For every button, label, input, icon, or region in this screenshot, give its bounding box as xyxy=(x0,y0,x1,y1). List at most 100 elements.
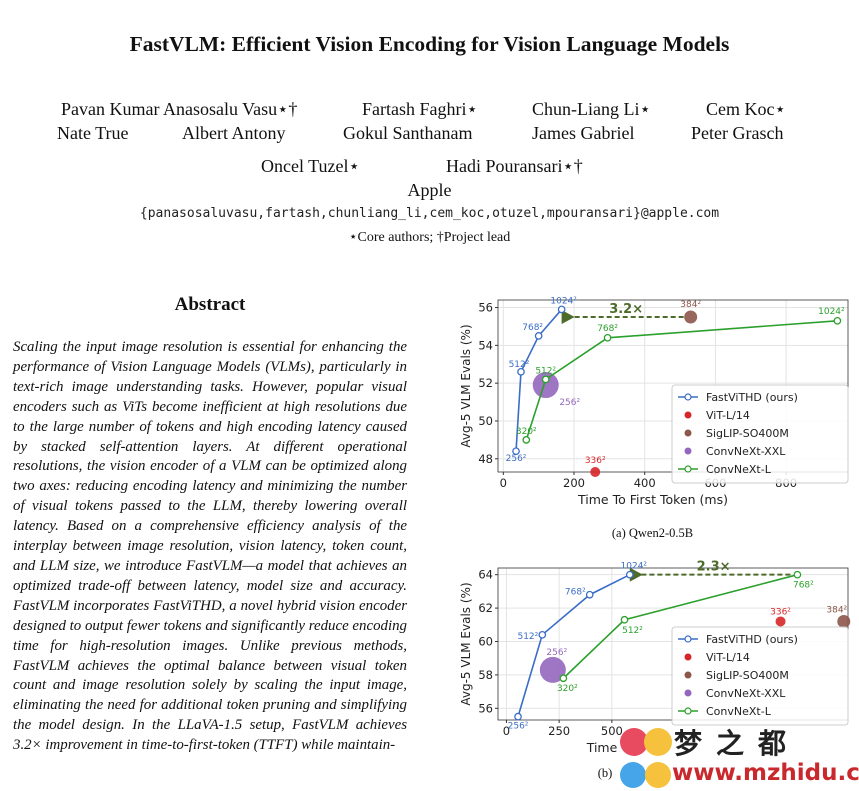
paper-title: FastVLM: Efficient Vision Encoding for V… xyxy=(129,32,730,56)
y-tick-label: 56 xyxy=(478,701,493,715)
y-tick-label: 64 xyxy=(478,568,493,582)
data-point xyxy=(603,333,612,342)
data-label: 512² xyxy=(509,360,530,370)
data-point xyxy=(620,615,629,624)
legend-marker xyxy=(684,465,692,473)
data-label: 256² xyxy=(508,722,529,732)
data-label: 320² xyxy=(557,684,578,694)
data-label: 768² xyxy=(565,588,586,598)
legend-marker xyxy=(684,635,692,643)
y-tick-label: 62 xyxy=(478,601,493,615)
data-point xyxy=(514,712,522,721)
data-label: 512² xyxy=(535,366,556,376)
legend-entry: ConvNeXt-XXL xyxy=(706,687,786,700)
watermark-title: 梦之都 xyxy=(674,727,801,760)
speedup-label: 2.3× xyxy=(697,560,731,575)
data-point xyxy=(539,656,566,683)
data-label: 256² xyxy=(546,648,567,658)
logo-dot-icon xyxy=(620,728,648,756)
data-point xyxy=(559,674,568,683)
logo-dot-icon xyxy=(620,762,646,788)
data-point xyxy=(793,570,802,579)
author-name: James Gabriel xyxy=(532,123,635,143)
x-tick-label: 400 xyxy=(634,476,656,490)
data-label: 336² xyxy=(585,456,606,466)
figure-caption-a: (a) Qwen2-0.5B xyxy=(611,526,694,540)
legend-marker xyxy=(684,689,692,697)
legend-marker xyxy=(684,671,692,679)
data-label: 336² xyxy=(770,607,791,617)
data-point xyxy=(837,614,851,628)
data-point xyxy=(538,630,547,639)
legend-entry: FastViTHD (ours) xyxy=(706,391,798,404)
y-tick-label: 60 xyxy=(478,634,493,648)
data-point xyxy=(585,590,594,599)
figure-caption-b: (b) xyxy=(597,766,613,780)
author-name: Cem Koc⋆ xyxy=(706,99,786,119)
data-point xyxy=(541,375,550,384)
data-label: 512² xyxy=(517,632,538,642)
legend-marker xyxy=(684,653,692,661)
y-tick-label: 52 xyxy=(478,376,493,390)
x-tick-label: 200 xyxy=(563,476,585,490)
series-line xyxy=(517,573,631,717)
author-name: Gokul Santhanam xyxy=(343,123,473,143)
data-label: 512² xyxy=(622,626,643,636)
data-label: 1024² xyxy=(818,307,845,317)
x-tick-label: 250 xyxy=(548,724,570,738)
data-label: 1024² xyxy=(621,562,648,572)
author-name: Nate True xyxy=(57,123,129,143)
data-label: 384² xyxy=(826,605,847,615)
data-point xyxy=(557,305,566,314)
abstract-heading: Abstract xyxy=(174,294,246,315)
y-tick-label: 48 xyxy=(478,452,493,466)
y-tick-label: 50 xyxy=(478,414,493,428)
data-point xyxy=(684,310,698,324)
y-tick-label: 58 xyxy=(478,668,493,682)
data-point xyxy=(522,436,531,444)
abstract-body: Scaling the input image resolution is es… xyxy=(13,339,407,754)
legend-marker xyxy=(684,393,692,401)
data-label: 256² xyxy=(559,398,580,408)
author-name: Pavan Kumar Anasosalu Vasu⋆† xyxy=(61,99,298,119)
data-point xyxy=(625,570,634,579)
x-tick-label: 500 xyxy=(601,724,623,738)
data-point xyxy=(775,616,786,627)
legend-entry: FastViTHD (ours) xyxy=(706,633,798,646)
data-label: 256² xyxy=(506,454,527,464)
author-note: ⋆Core authors; †Project lead xyxy=(348,230,511,245)
data-label: 384² xyxy=(680,300,701,310)
legend-marker xyxy=(684,429,692,437)
y-tick-label: 56 xyxy=(478,301,493,315)
watermark-url: www.mzhidu.com xyxy=(672,760,859,786)
legend-marker xyxy=(684,447,692,455)
legend-box xyxy=(671,626,849,726)
x-tick-label: 0 xyxy=(503,724,510,738)
y-axis-label: Avg-5 VLM Evals (%) xyxy=(459,582,473,705)
legend-entry: SigLIP-SO400M xyxy=(706,669,789,682)
site-watermark: 梦之都 www.mzhidu.com xyxy=(614,720,859,791)
affiliation: Apple xyxy=(407,180,452,200)
author-name: Chun-Liang Li⋆ xyxy=(532,99,651,119)
legend-entry: ConvNeXt-XXL xyxy=(706,445,786,458)
data-point xyxy=(534,332,543,340)
speedup-label: 3.2× xyxy=(609,302,643,317)
author-name: Albert Antony xyxy=(182,123,286,143)
figure-chart-a: 02004006008004850525456Time To First Tok… xyxy=(459,296,849,507)
data-point xyxy=(512,447,520,456)
legend-entry: ViT-L/14 xyxy=(706,651,750,664)
data-label: 768² xyxy=(597,324,618,334)
figure-chart-b: 0 250 500 56 58 60 62 64 Time Avg-5 VLM Evals (%)… xyxy=(459,560,851,755)
legend-entry: ConvNeXt-L xyxy=(706,463,772,476)
data-point xyxy=(833,316,842,325)
x-tick-label: 0 xyxy=(500,476,507,490)
legend-box xyxy=(671,384,849,484)
data-label: 320² xyxy=(516,427,537,437)
data-label: 768² xyxy=(793,581,814,591)
x-axis-label: Time To First Token (ms) xyxy=(577,492,728,507)
x-axis-label: Time xyxy=(586,740,618,755)
logo-dot-icon xyxy=(644,728,672,756)
author-emails: {panasosaluvasu,fartash,chunliang_li,cem… xyxy=(139,206,720,221)
legend-entry: ViT-L/14 xyxy=(706,409,750,422)
author-name: Hadi Pouransari⋆† xyxy=(446,156,583,176)
